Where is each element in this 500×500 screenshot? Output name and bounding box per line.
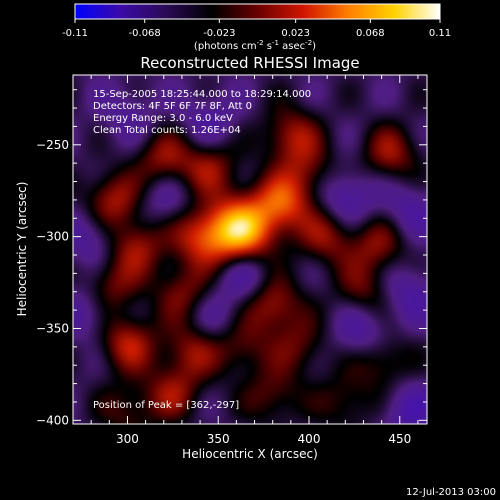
peak-position-annotation: Position of Peak = [362,-297]: [93, 400, 239, 411]
footer-date: 12-Jul-2013 03:00: [406, 487, 496, 498]
colorbar-unit-label: (photons cm-2 s-1 asec-2): [194, 39, 316, 52]
y-tick-label: −300: [36, 230, 69, 244]
colorbar-tick-label: 0.11: [429, 28, 451, 39]
colorbar-gradient: [74, 3, 441, 20]
energy-annotation: Energy Range: 3.0 - 6.0 keV: [93, 113, 233, 124]
colorbar-tick-label: -0.023: [203, 28, 235, 39]
x-tick-label: 450: [388, 432, 411, 446]
y-axis-label: Heliocentric Y (arcsec): [15, 182, 29, 317]
plot-frame: [72, 74, 428, 425]
x-tick-label: 400: [298, 432, 321, 446]
colorbar-tick-label: -0.068: [129, 28, 161, 39]
y-tick-label: −400: [36, 413, 69, 427]
x-tick-label: 300: [116, 432, 139, 446]
colorbar: -0.11 -0.068 -0.023 0.023 0.068 0.11 (photons…: [62, 3, 451, 52]
colorbar-tick-label: 0.023: [281, 28, 310, 39]
colorbar-tick-label: 0.068: [356, 28, 385, 39]
heatmap-image: [73, 75, 427, 424]
x-axis-label: Heliocentric X (arcsec): [182, 447, 318, 461]
y-tick-label: −250: [36, 138, 69, 152]
x-tick-label: 350: [207, 432, 230, 446]
colorbar-ticks: -0.11 -0.068 -0.023 0.023 0.068 0.11: [62, 19, 451, 39]
chart-title: Reconstructed RHESSI Image: [140, 54, 359, 72]
detectors-annotation: Detectors: 4F 5F 6F 7F 8F, Att 0: [93, 101, 252, 112]
y-tick-label: −350: [36, 321, 69, 335]
colorbar-tick-label: -0.11: [62, 28, 88, 39]
time-range-annotation: 15-Sep-2005 18:25:44.000 to 18:29:14.000: [93, 89, 311, 100]
clean-annotation: Clean Total counts: 1.26E+04: [93, 125, 241, 136]
axis-ticks: 300 350 400 450 −250 −300 −350 −400: [36, 75, 427, 446]
